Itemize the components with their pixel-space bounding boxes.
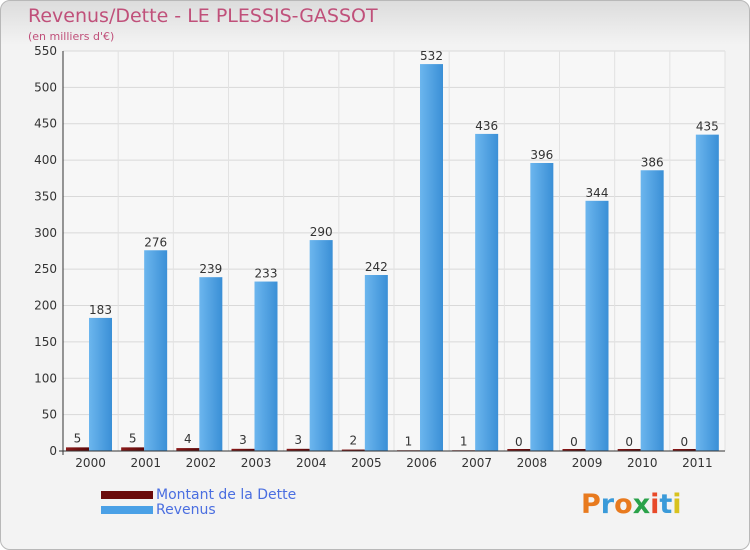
logo-letter: t	[659, 489, 673, 520]
grid-layer	[62, 50, 726, 452]
logo-letter: o	[614, 489, 633, 520]
legend-swatch-dette	[101, 491, 153, 499]
x-tick-label: 2006	[406, 456, 437, 470]
y-tick-label: 50	[42, 408, 57, 422]
logo-letter: i	[650, 489, 660, 520]
y-tick-label: 250	[34, 262, 57, 276]
legend-label-dette: Montant de la Dette	[156, 487, 297, 503]
proxiti-logo: Proxiti	[581, 489, 682, 520]
x-tick-label: 2007	[461, 456, 492, 470]
data-label-revenus: 435	[696, 120, 719, 134]
y-tick-label: 150	[34, 335, 57, 349]
data-label-dette: 0	[515, 435, 523, 449]
data-label-revenus: 233	[255, 267, 278, 281]
bar-revenus-2005	[364, 275, 388, 451]
x-tick-label: 2003	[241, 456, 272, 470]
x-tick-label: 2004	[296, 456, 327, 470]
legend-item-dette: Montant de la Dette	[101, 487, 296, 503]
bar-dette-2008	[507, 449, 531, 451]
data-label-revenus: 396	[530, 148, 553, 162]
bar-dette-2003	[231, 448, 255, 451]
data-label-dette: 0	[625, 435, 633, 449]
bar-revenus-2009	[585, 200, 609, 451]
logo-letter: P	[581, 489, 601, 520]
x-tick-label: 2008	[517, 456, 548, 470]
bar-revenus-2004	[309, 240, 333, 451]
data-label-dette: 2	[350, 434, 358, 448]
bar-dette-2000	[66, 447, 89, 451]
y-tick-label: 200	[34, 299, 57, 313]
y-tick-label: 400	[34, 153, 57, 167]
data-label-revenus: 242	[365, 260, 388, 274]
y-tick-label: 350	[34, 189, 57, 203]
data-label-revenus: 344	[586, 186, 609, 200]
data-label-dette: 5	[129, 431, 137, 445]
bar-dette-2002	[176, 448, 200, 451]
y-tick-label: 550	[34, 44, 57, 58]
bars-layer: 5 183 5 276 4 239 3 233 3 290 2 242 1 532 1 436 0 396 0 344…	[66, 49, 719, 452]
x-tick-label: 2011	[682, 456, 713, 470]
bar-revenus-2011	[695, 134, 719, 452]
bar-revenus-2002	[199, 277, 223, 451]
bar-revenus-2008	[530, 163, 554, 451]
chart-subtitle: (en milliers d'€)	[28, 30, 115, 43]
legend-swatch-revenus	[101, 506, 153, 514]
bar-dette-2009	[562, 449, 586, 451]
x-tick-label: 2010	[627, 456, 658, 470]
bar-revenus-2006	[420, 64, 443, 451]
data-label-revenus: 183	[89, 303, 112, 317]
logo-letter: x	[632, 489, 651, 520]
data-label-revenus: 386	[641, 155, 664, 169]
data-label-dette: 5	[74, 431, 82, 445]
logo-letter: i	[672, 489, 682, 520]
chart-title: Revenus/Dette - LE PLESSIS-GASSOT	[28, 5, 378, 27]
data-label-revenus: 290	[310, 225, 333, 239]
data-label-dette: 3	[239, 433, 247, 447]
data-label-revenus: 532	[420, 49, 443, 63]
y-tick-label: 300	[34, 226, 57, 240]
data-label-dette: 4	[184, 432, 192, 446]
x-tick-label: 2001	[130, 456, 161, 470]
x-tick-label: 2002	[186, 456, 217, 470]
bar-dette-2010	[617, 449, 641, 451]
bar-dette-2005	[341, 449, 365, 451]
data-label-dette: 1	[460, 434, 468, 448]
data-label-revenus: 276	[144, 235, 167, 249]
data-label-revenus: 436	[475, 119, 498, 133]
bar-dette-2011	[672, 449, 696, 451]
y-tick-label: 0	[49, 444, 57, 458]
data-label-dette: 0	[570, 435, 578, 449]
y-tick-label: 500	[34, 80, 57, 94]
data-label-dette: 3	[294, 433, 302, 447]
bar-revenus-2000	[89, 317, 112, 451]
logo-letter: r	[600, 489, 615, 520]
data-label-revenus: 239	[199, 262, 222, 276]
x-tick-label: 2009	[572, 456, 603, 470]
legend-item-revenus: Revenus	[101, 502, 216, 518]
data-label-dette: 1	[405, 434, 413, 448]
bar-dette-2004	[286, 448, 310, 451]
bar-dette-2001	[121, 447, 145, 451]
data-label-dette: 0	[681, 435, 689, 449]
x-tick-label: 2000	[75, 456, 106, 470]
x-tick-label: 2005	[351, 456, 382, 470]
bar-revenus-2007	[475, 133, 499, 451]
y-tick-label: 450	[34, 117, 57, 131]
legend-label-revenus: Revenus	[156, 502, 216, 518]
bar-revenus-2003	[254, 281, 278, 451]
bar-revenus-2010	[640, 170, 664, 452]
bar-revenus-2001	[144, 250, 168, 451]
y-tick-label: 100	[34, 371, 57, 385]
